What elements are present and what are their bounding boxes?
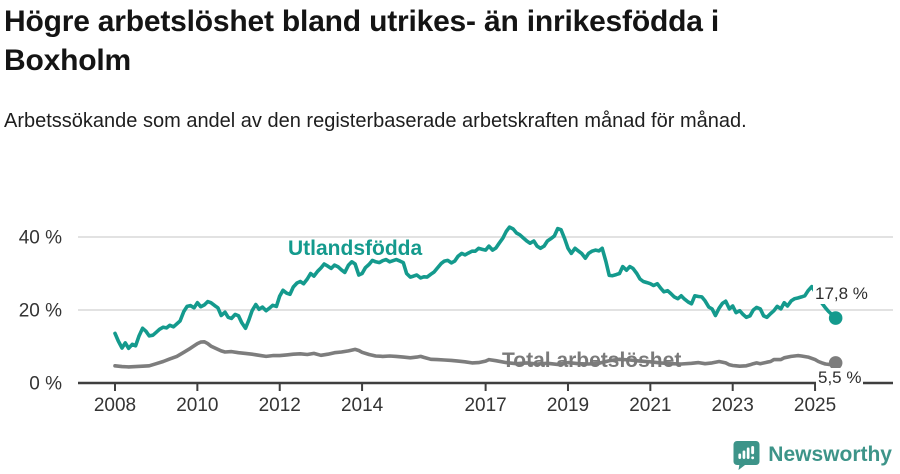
series-line-utlandsfodda: [113, 225, 838, 351]
page-subtitle: Arbetssökande som andel av den registerb…: [4, 110, 747, 132]
x-axis-tick-label: 2023: [712, 395, 754, 416]
series-end-dot-utlandsfodda: [828, 311, 843, 325]
x-axis-tick-label: 2010: [176, 395, 218, 416]
x-axis-tick-label: 2021: [629, 395, 671, 416]
newsworthy-brand: Newsworthy: [733, 440, 892, 470]
page-title: Högre arbetslöshet bland utrikes- än inr…: [4, 5, 719, 77]
x-axis-tick-label: 2012: [259, 395, 301, 416]
series-end-dot-total: [828, 356, 843, 370]
x-axis-tick-label: 2025: [794, 395, 836, 416]
x-axis-tick-label: 2019: [547, 395, 589, 416]
y-axis-tick-label: 20 %: [19, 301, 62, 322]
end-value-label-utlandsfodda: 17,8 %: [813, 284, 870, 304]
x-axis-tick-label: 2008: [94, 395, 136, 416]
logo-bubble-shape: [733, 441, 760, 470]
end-value-label-total: 5,5 %: [816, 368, 864, 388]
series-line-total: [113, 339, 838, 369]
series-label-total-arbetsloshet: Total arbetslöshet: [502, 349, 682, 372]
newsworthy-logo-icon: [733, 441, 760, 470]
logo-bar-chart-glyph: [738, 446, 755, 460]
x-axis-tick-label: 2017: [464, 395, 506, 416]
series-label-utlandsfodda: Utlandsfödda: [288, 237, 423, 260]
brand-name-text: Newsworthy: [768, 443, 892, 466]
y-axis-tick-label: 40 %: [19, 228, 62, 249]
y-axis-tick-label: 0 %: [29, 374, 62, 395]
x-axis-tick-label: 2014: [341, 395, 384, 416]
chart-header: Högre arbetslöshet bland utrikes- än inr…: [4, 2, 864, 136]
